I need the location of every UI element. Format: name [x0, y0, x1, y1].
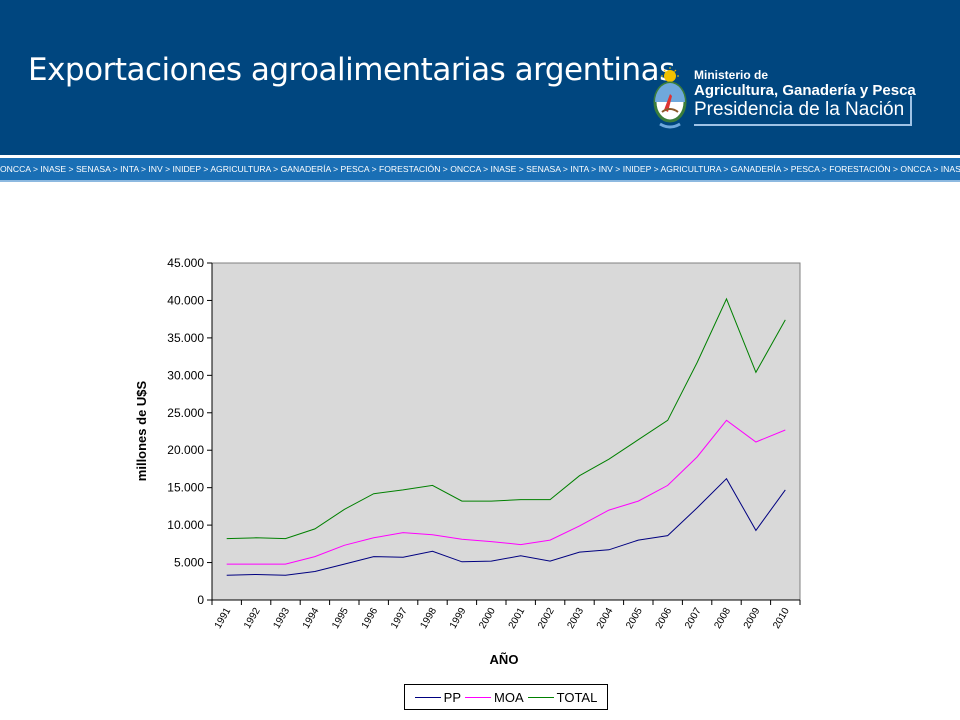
y-tick-label: 20.000 [167, 443, 204, 457]
legend-item-pp: PP [414, 689, 461, 705]
logo-presidency: Presidencia de la Nación [694, 99, 905, 120]
legend-swatch [527, 696, 554, 698]
legend-swatch [414, 696, 441, 698]
plot-area [211, 262, 801, 601]
x-tick-label: 2002 [536, 606, 557, 631]
y-tick-label: 0 [197, 593, 204, 607]
header-banner: Exportaciones agroalimentarias argentina… [0, 0, 960, 155]
x-tick-label: 2003 [565, 606, 586, 631]
y-tick-label: 40.000 [167, 293, 204, 307]
x-tick-label: 1994 [301, 606, 322, 631]
x-tick-label: 2004 [595, 606, 616, 631]
argentina-coat-of-arms-icon [653, 67, 687, 129]
chart-legend: PP MOA TOTAL [404, 684, 608, 710]
ticker-text: ONCCA > INASE > SENASA > INTA > INV > IN… [0, 164, 960, 174]
logo-underline [694, 124, 912, 126]
legend-label: PP [443, 689, 461, 705]
agency-ticker: ONCCA > INASE > SENASA > INTA > INV > IN… [0, 156, 960, 182]
logo-ministry-label: Ministerio de [694, 68, 769, 82]
x-tick-label: 1997 [389, 606, 410, 631]
legend-item-moa: MOA [465, 690, 524, 705]
x-tick-label: 1998 [418, 606, 439, 631]
y-axis-title: millones de U$S [134, 380, 149, 481]
y-tick-label: 45.000 [167, 256, 204, 270]
x-tick-label: 1991 [213, 606, 234, 631]
legend-label: MOA [494, 689, 524, 705]
y-tick-label: 5.000 [174, 556, 204, 570]
x-tick-label: 1999 [448, 606, 469, 631]
x-tick-label: 2008 [712, 606, 733, 631]
legend-swatch [465, 696, 491, 698]
x-tick-label: 1995 [330, 606, 351, 631]
page-title: Exportaciones agroalimentarias argentina… [28, 52, 675, 88]
x-tick-label: 1992 [242, 606, 263, 631]
y-tick-label: 25.000 [167, 406, 204, 420]
y-tick-label: 35.000 [167, 331, 204, 345]
x-tick-label: 2010 [771, 606, 792, 631]
legend-label: TOTAL [556, 689, 598, 705]
legend-item-total: TOTAL [527, 689, 598, 705]
x-tick-label: 2001 [507, 606, 528, 631]
x-axis-title: AÑO [490, 652, 519, 667]
ministry-logo: Ministerio de Agricultura, Ganadería y P… [650, 66, 920, 132]
x-tick-label: 2009 [742, 606, 763, 631]
logo-bracket [910, 96, 912, 126]
x-tick-label: 1993 [271, 606, 292, 631]
series-line-pp [226, 477, 786, 576]
y-tick-label: 15.000 [167, 481, 204, 495]
x-tick-label: 2006 [654, 606, 675, 631]
series-line-moa [226, 419, 786, 565]
logo-ministry-name: Agricultura, Ganadería y Pesca [694, 82, 916, 99]
series-line-total [226, 297, 786, 540]
x-tick-label: 2007 [683, 606, 704, 631]
x-tick-label: 2005 [624, 606, 645, 631]
x-tick-label: 1996 [360, 606, 381, 631]
y-tick-label: 10.000 [167, 518, 204, 532]
x-tick-label: 2000 [477, 606, 498, 631]
y-tick-label: 30.000 [167, 368, 204, 382]
